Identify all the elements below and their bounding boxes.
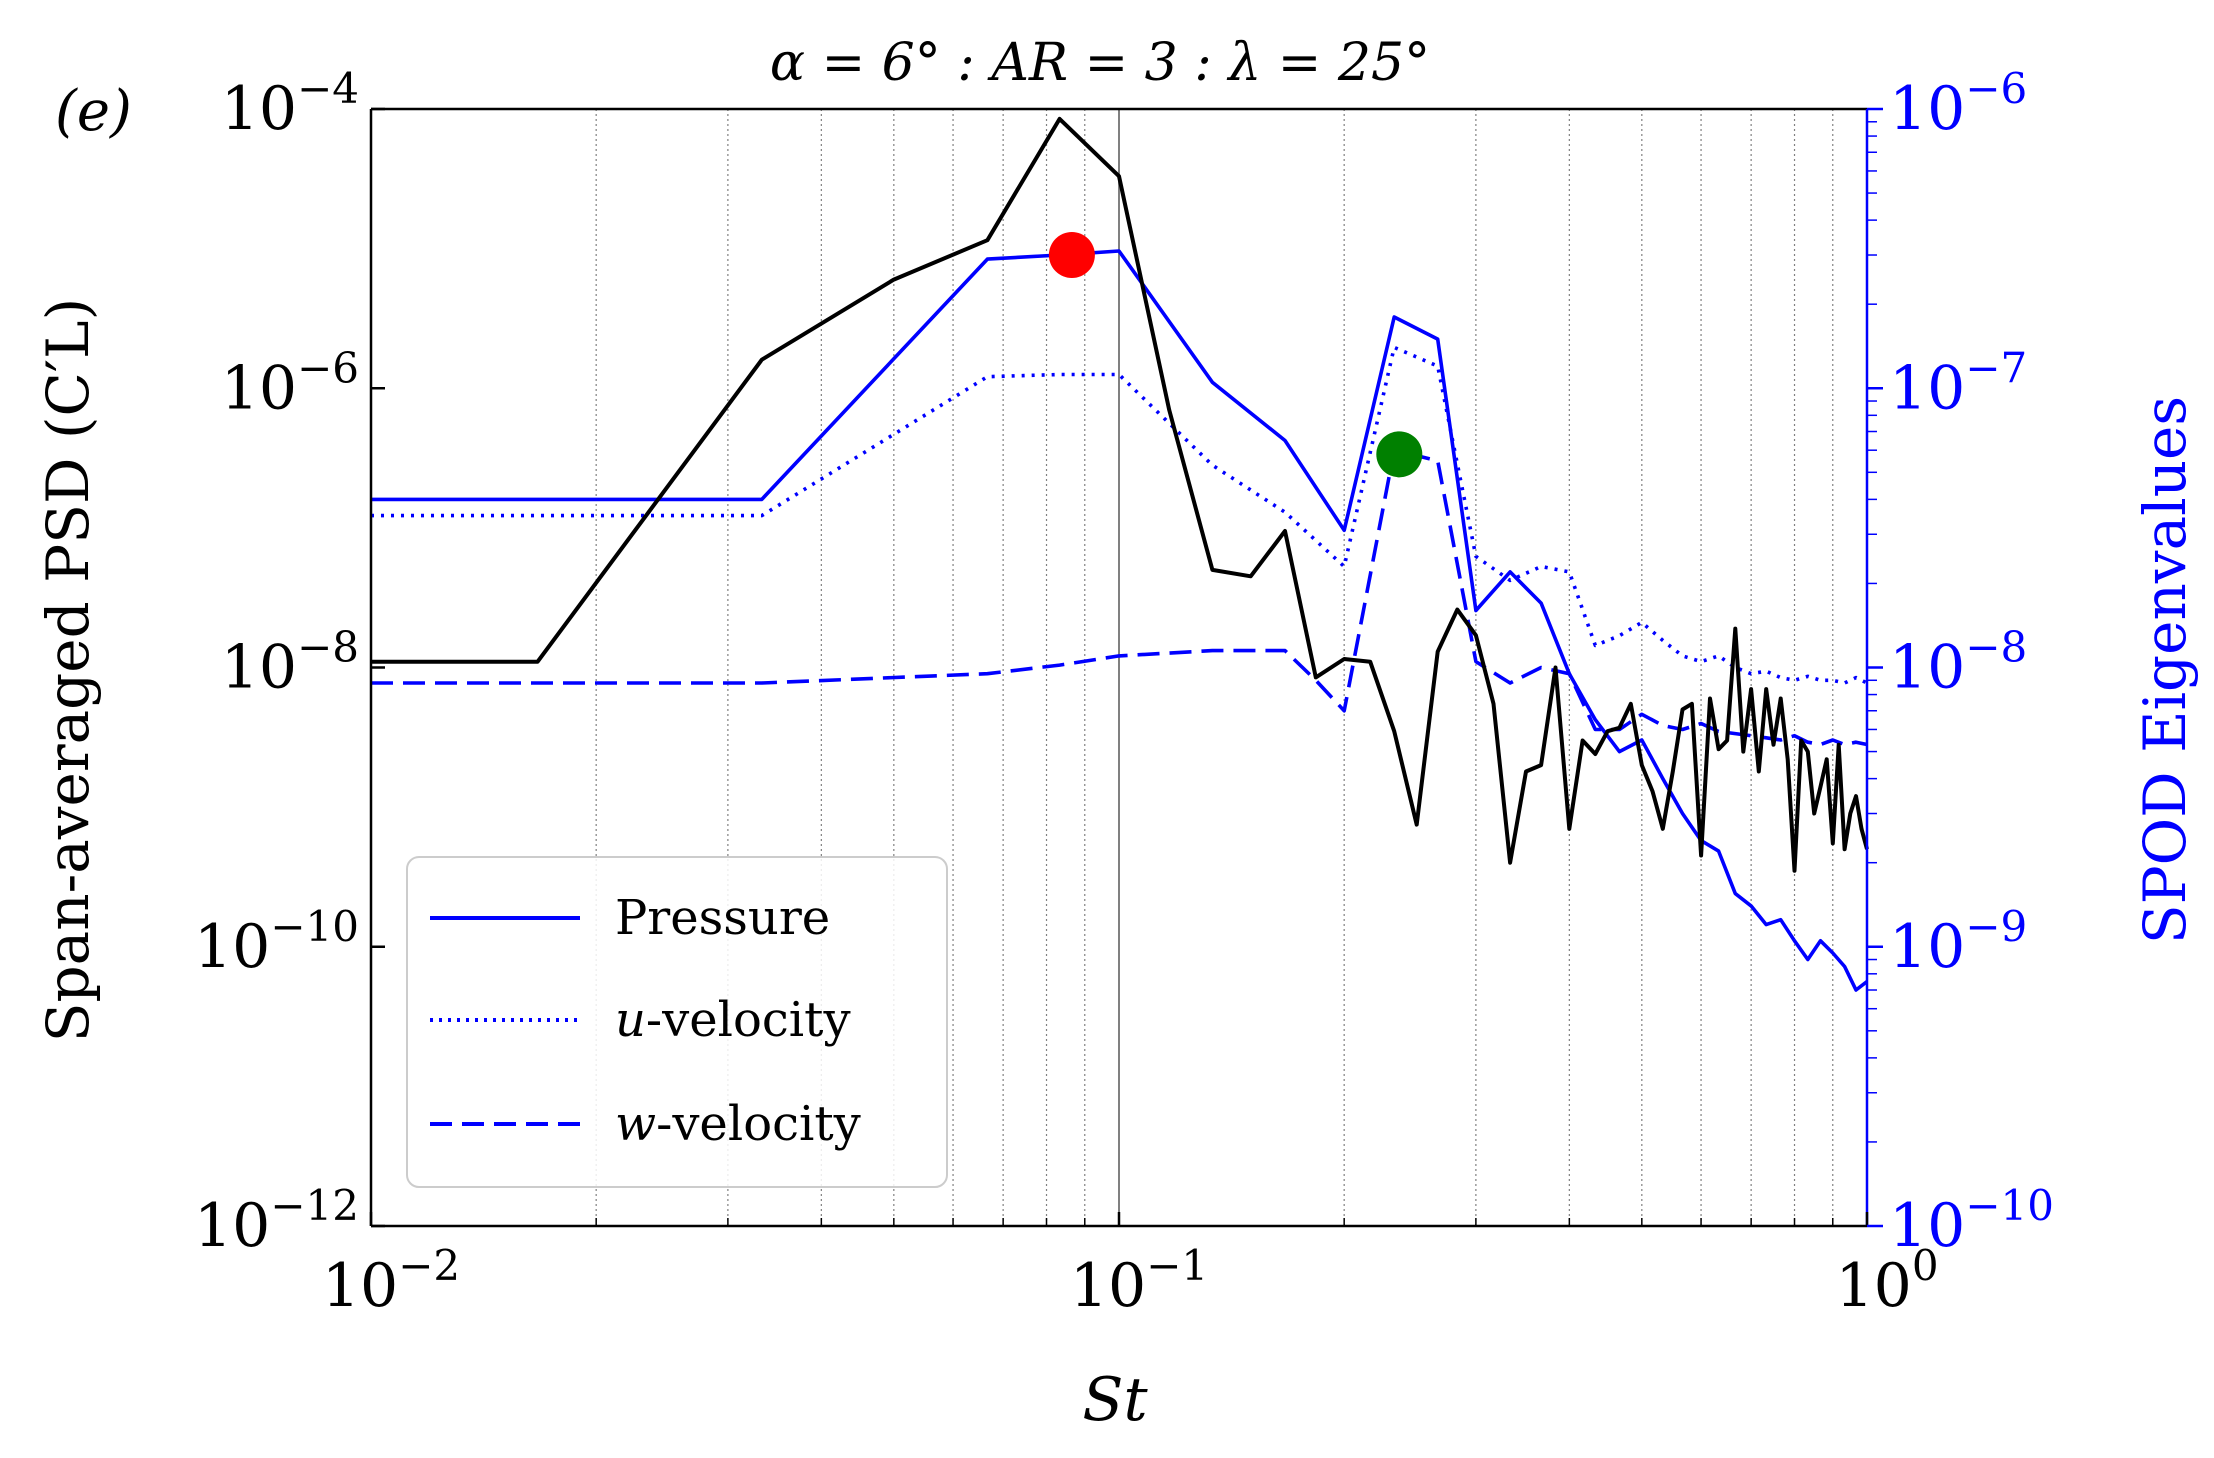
marker-red [1048,232,1095,279]
y-right-tick-label: 10−8 [1889,623,2027,703]
y-left-tick-label: 10−8 [221,623,359,703]
y-left-tick-label: 10−12 [194,1181,359,1261]
y-axis-label-left: Span-averaged PSD (C′L) [34,298,102,1042]
y-right-tick-label: 10−9 [1889,902,2027,982]
y-right-tick-label: 10−10 [1889,1181,2054,1261]
plot-area [371,116,1869,992]
x-tick-label: 10−1 [1070,1241,1208,1321]
x-tick-label: 100 [1835,1241,1938,1321]
legend-label-u-velocity: u-velocity [615,992,851,1048]
chart-title: α = 6° : AR = 3 : λ = 25° [770,33,1430,93]
y-right-tick-label: 10−6 [1889,64,2027,144]
panel-label: (e) [55,79,132,144]
legend-box [406,856,948,1188]
y-left-tick-label: 10−10 [194,902,359,982]
marker-green [1376,431,1423,478]
series-u-velocity [371,345,1868,685]
y-right-tick-label: 10−7 [1889,343,2027,423]
x-axis-label: St [1082,1365,1148,1435]
y-left-tick-label: 10−4 [221,64,359,144]
x-tick-label: 10−2 [322,1241,460,1321]
legend: Pressure u-velocity w-velocity [406,856,948,1188]
axis-ticks: 10−2 10−1 100 10−4 10−6 10−8 10−10 10−12 10−6 10−… [194,64,2054,1321]
series-pressure [371,249,1869,992]
legend-label-pressure: Pressure [615,890,830,946]
y-left-tick-label: 10−6 [221,343,359,423]
series-psd [371,116,1869,873]
y-axis-label-right: SPOD Eigenvalues [2131,396,2199,944]
legend-label-w-velocity: w-velocity [615,1096,861,1152]
